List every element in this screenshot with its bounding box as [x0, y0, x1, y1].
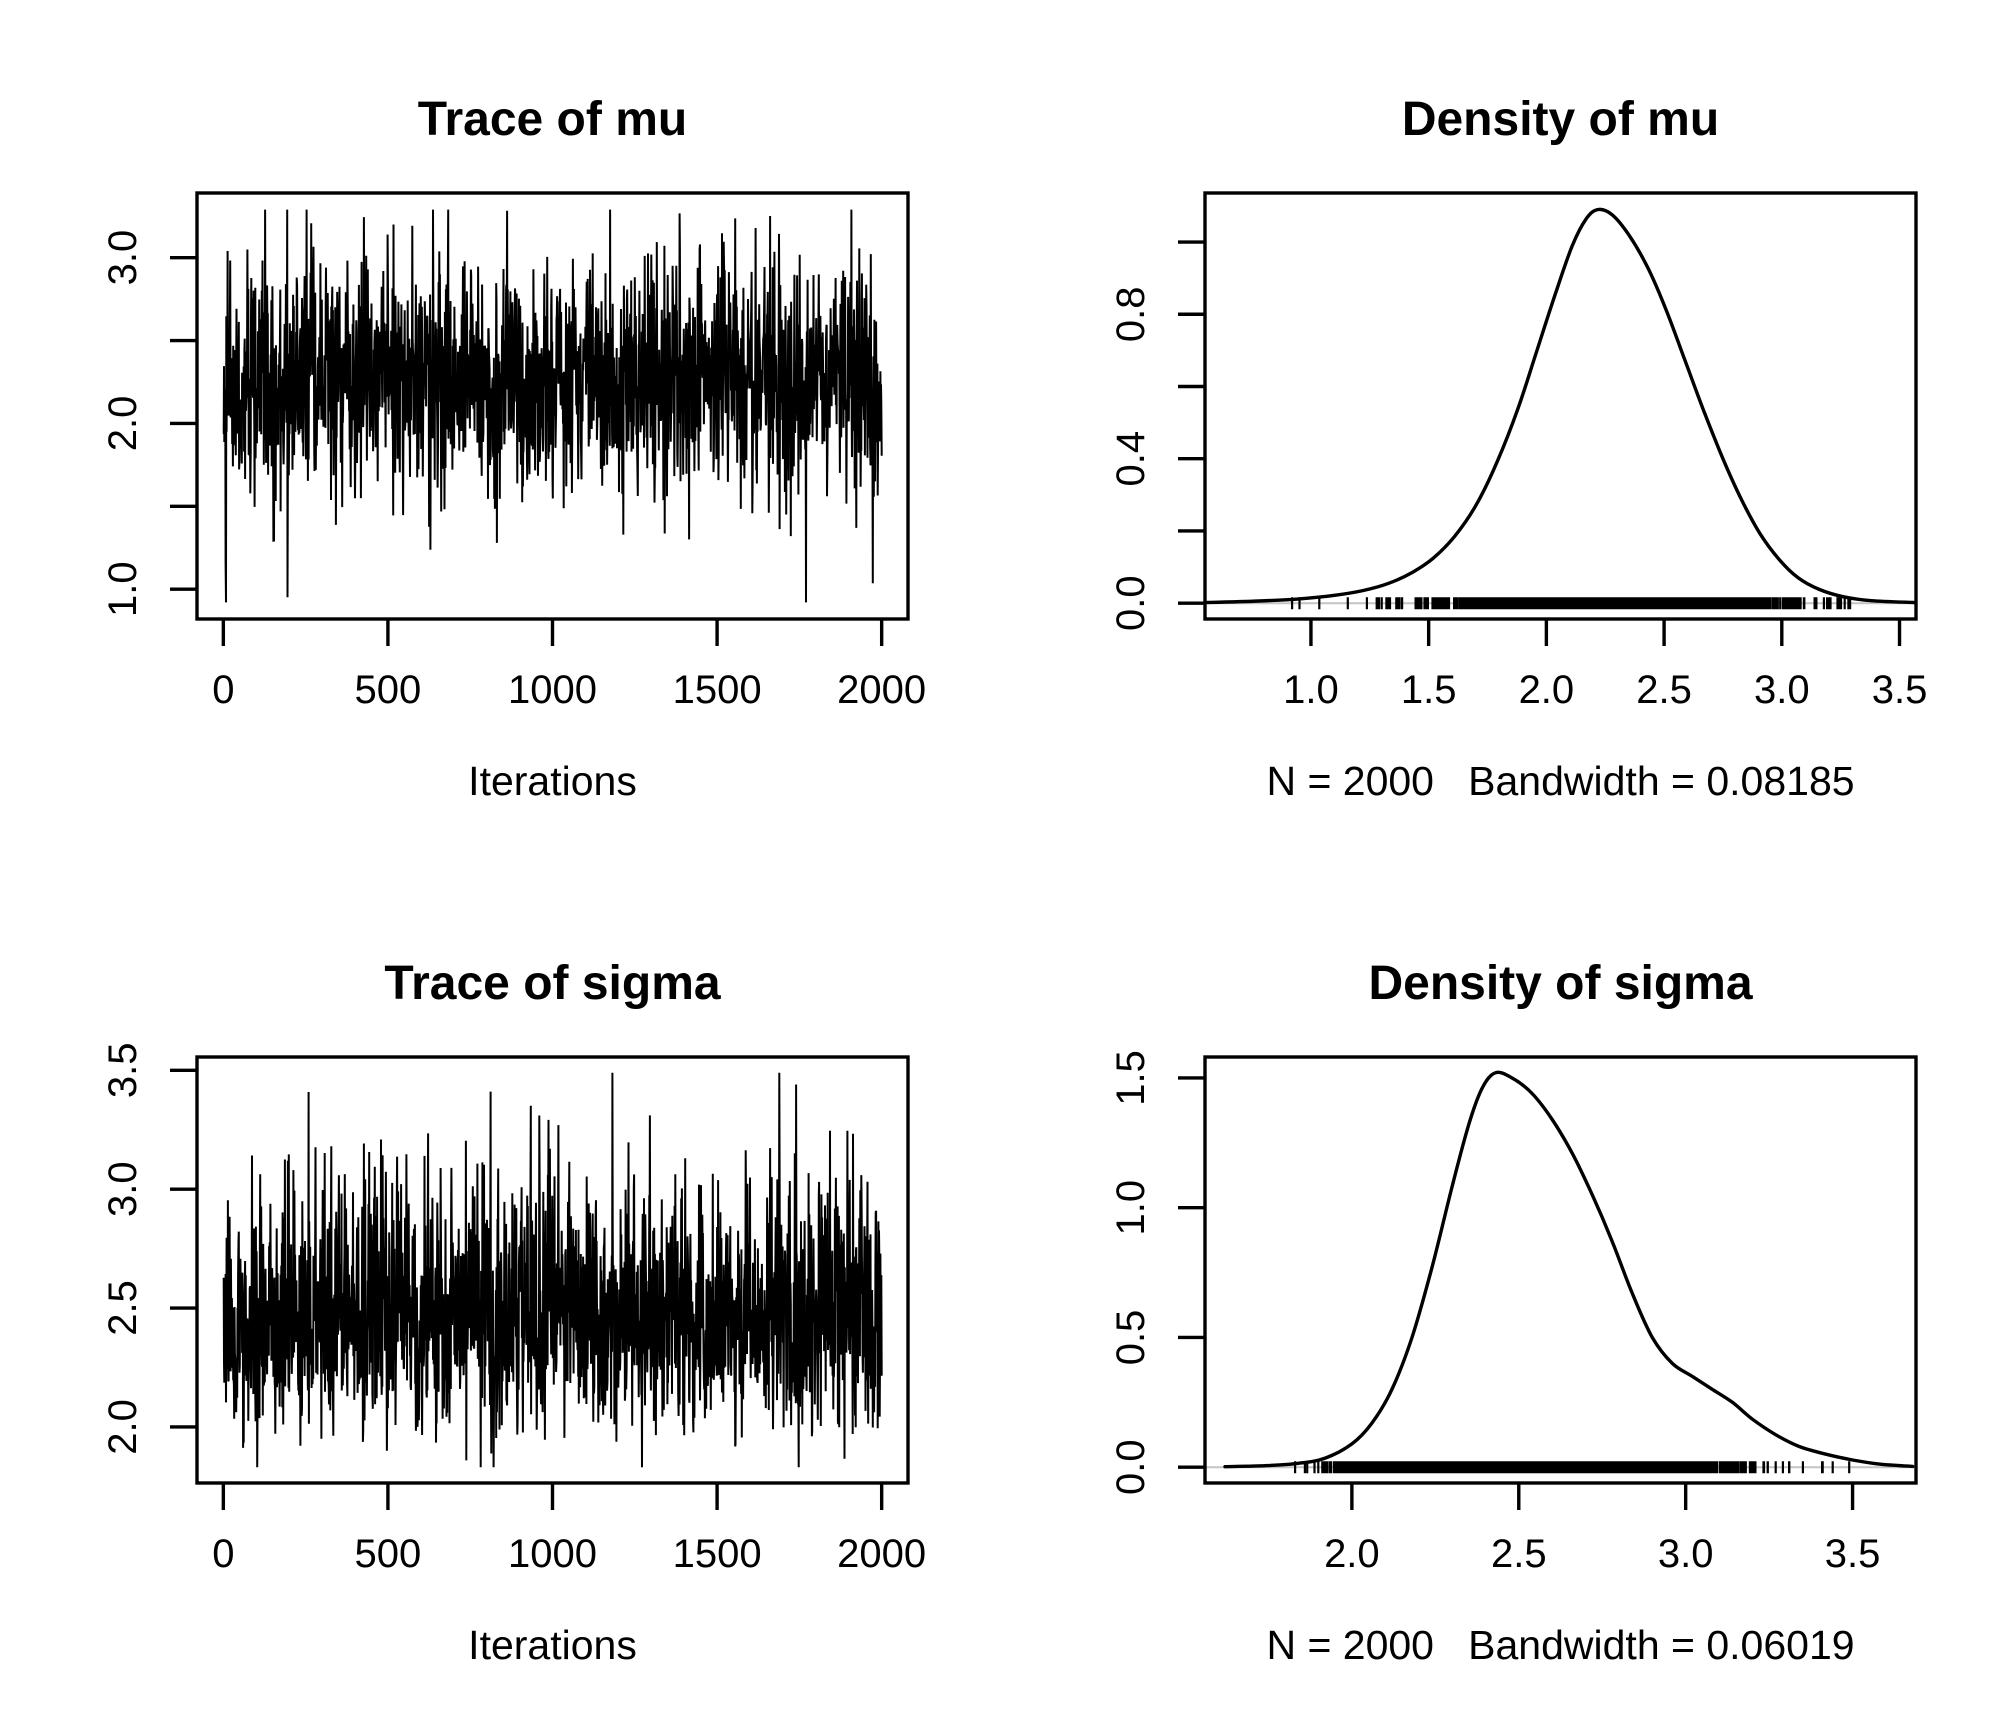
x-tick-label: 3.0 [1658, 1532, 1714, 1576]
x-tick-label: 1.5 [1401, 668, 1457, 712]
y-tick-label: 0.0 [1109, 575, 1153, 631]
y-axis [170, 255, 197, 591]
x-tick-label: 1.0 [1283, 668, 1339, 712]
x-tick-label: 2.5 [1636, 668, 1692, 712]
plot-box [195, 191, 910, 621]
x-tick-label: 500 [355, 668, 422, 712]
y-tick-label: 3.0 [101, 1161, 145, 1217]
x-axis [1350, 1483, 1855, 1510]
plot-box [1203, 191, 1918, 621]
y-tick-label: 0.4 [1109, 431, 1153, 487]
x-tick-label: 1000 [508, 668, 597, 712]
y-tick-label: 3.0 [101, 230, 145, 286]
x-axis [221, 619, 884, 646]
subplot-trace-mu: 0 500 1000 1500 2000 1.0 2.0 3.0 [101, 191, 926, 712]
title-density-sigma: Density of sigma [1368, 957, 1753, 1010]
x-tick-label: 2.5 [1491, 1532, 1547, 1576]
x-axis [221, 1483, 884, 1510]
x-tick-label: 3.5 [1872, 668, 1928, 712]
density-curve [1223, 1070, 1915, 1469]
y-tick-label: 1.0 [1109, 1180, 1153, 1236]
x-tick-label: 1500 [673, 1532, 762, 1576]
rug [1294, 1461, 1851, 1474]
y-axis [170, 1068, 197, 1429]
y-axis [1178, 240, 1205, 605]
y-tick-label: 2.0 [101, 1399, 145, 1455]
x-tick-label: 0 [212, 668, 234, 712]
y-tick-label: 2.5 [101, 1280, 145, 1336]
x-axis-title-trace-sigma: Iterations [468, 1622, 637, 1668]
y-tick-label: 1.5 [1109, 1050, 1153, 1106]
plot-box [1203, 1055, 1918, 1485]
density-stats-sigma: N = 2000 Bandwidth = 0.06019 [1266, 1622, 1855, 1668]
y-axis [1178, 1076, 1205, 1469]
density-stats-mu: N = 2000 Bandwidth = 0.08185 [1266, 758, 1855, 804]
y-tick-label: 0.8 [1109, 286, 1153, 342]
x-tick-label: 500 [355, 1532, 422, 1576]
x-tick-label: 0 [212, 1532, 234, 1576]
trace-line [222, 209, 883, 603]
y-tick-label: 1.0 [101, 561, 145, 617]
x-tick-label: 3.5 [1825, 1532, 1881, 1576]
title-density-mu: Density of mu [1401, 93, 1720, 146]
y-tick-label: 0.0 [1109, 1439, 1153, 1495]
plot-box [195, 1055, 910, 1485]
rug [1291, 597, 1852, 610]
y-tick-label: 2.0 [101, 396, 145, 452]
y-tick-label: 3.5 [101, 1042, 145, 1098]
x-axis-title-trace-mu: Iterations [468, 758, 637, 804]
x-tick-label: 2000 [837, 1532, 926, 1576]
subplot-trace-sigma: 0 500 1000 1500 2000 2.0 2.5 3.0 3.5 [101, 1042, 926, 1576]
title-trace-mu: Trace of mu [417, 93, 688, 146]
x-axis [1309, 619, 1902, 646]
x-tick-label: 2.0 [1519, 668, 1575, 712]
density-curve [1205, 207, 1916, 605]
trace-line [222, 1072, 883, 1468]
subplot-density-mu: 1.0 1.5 2.0 2.5 3.0 3.5 0.0 0.4 0.8 [1109, 191, 1928, 712]
x-tick-label: 1500 [673, 668, 762, 712]
x-tick-label: 3.0 [1754, 668, 1810, 712]
subplot-density-sigma: 2.0 2.5 3.0 3.5 0.0 0.5 1.0 1.5 [1109, 1050, 1918, 1576]
x-tick-label: 1000 [508, 1532, 597, 1576]
x-tick-label: 2.0 [1324, 1532, 1380, 1576]
title-trace-sigma: Trace of sigma [384, 957, 721, 1010]
y-tick-label: 0.5 [1109, 1310, 1153, 1366]
x-tick-label: 2000 [837, 668, 926, 712]
